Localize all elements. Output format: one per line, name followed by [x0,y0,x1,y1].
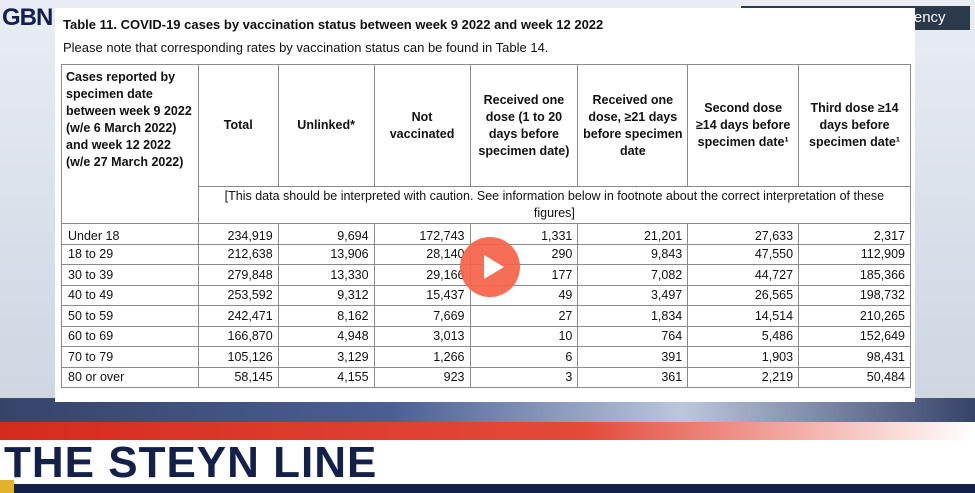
age-group-cell: 40 to 49 [61,284,199,306]
caution-note: [This data should be interpreted with ca… [197,186,912,224]
header-cell: Received one dose, ≥21 days before speci… [577,64,689,187]
table-row: 18 to 29 212,638 13,906 28,140 290 9,843 47,55… [61,243,911,265]
count-cell: 2,219 [687,366,800,388]
cases-table: Cases reported by specimen date between … [61,64,912,388]
count-cell: 3,497 [577,284,689,306]
table-row: 60 to 69 166,870 4,948 3,013 10 764 5,486 152,6… [61,325,911,347]
count-cell: 29,166 [373,264,471,286]
count-cell: 8,162 [277,305,375,327]
count-cell: 166,870 [197,325,279,347]
count-cell: 58,145 [197,366,279,388]
header-cell: Not vaccinated [373,64,471,187]
table-row: 70 to 79 105,126 3,129 1,266 6 391 1,903 98,431 [61,346,911,368]
count-cell: 28,140 [373,243,471,265]
age-group-cell: 70 to 79 [61,346,199,368]
count-cell: 7,082 [577,264,689,286]
count-cell: 5,486 [687,325,800,347]
age-group-cell: 30 to 39 [61,264,199,286]
age-group-cell: 50 to 59 [61,305,199,327]
count-cell: 1,834 [577,305,689,327]
count-cell: 764 [577,325,689,347]
age-group-cell: 80 or over [61,366,199,388]
count-cell: 27 [469,305,579,327]
count-cell: 50,484 [798,366,911,388]
count-cell: 47,550 [687,243,800,265]
count-cell: 9,843 [577,243,689,265]
count-cell: 279,848 [197,264,279,286]
count-cell: 15,437 [373,284,471,306]
count-cell: 10 [469,325,579,347]
count-cell: 13,906 [277,243,375,265]
count-cell: 21,201 [577,223,689,245]
count-cell: 172,743 [373,223,471,245]
count-cell: 4,155 [277,366,375,388]
count-cell: 3,129 [277,346,375,368]
count-cell: 4,948 [277,325,375,347]
count-cell: 112,909 [798,243,911,265]
table-note: Please note that corresponding rates by … [63,40,549,55]
header-cell: Second dose ≥14 days before specimen dat… [687,64,800,187]
count-cell: 6 [469,346,579,368]
count-cell: 391 [577,346,689,368]
ticker-strip [0,484,975,493]
count-cell: 198,732 [798,284,911,306]
header-cell: Total [197,64,279,187]
show-title: THE STEYN LINE [4,438,378,487]
age-group-cell: 60 to 69 [61,325,199,347]
table-row: 50 to 59 242,471 8,162 7,669 27 1,834 14,514 21… [61,305,911,327]
count-cell: 212,638 [197,243,279,265]
header-cell: Cases reported by specimen date between … [61,64,199,224]
count-cell: 27,633 [687,223,800,245]
age-group-cell: 18 to 29 [61,243,199,265]
count-cell: 9,694 [277,223,375,245]
header-cell: Unlinked* [277,64,375,187]
count-cell: 185,366 [798,264,911,286]
count-cell: 26,565 [687,284,800,306]
count-cell: 1,266 [373,346,471,368]
header-cell: Third dose ≥14 days before specimen date… [798,64,911,187]
table-title: Table 11. COVID-19 cases by vaccination … [63,17,604,32]
count-cell: 234,919 [197,223,279,245]
count-cell: 3 [469,366,579,388]
count-cell: 14,514 [687,305,800,327]
count-cell: 3,013 [373,325,471,347]
header-cell: Received one dose (1 to 20 days before s… [469,64,579,187]
count-cell: 44,727 [687,264,800,286]
count-cell: 253,592 [197,284,279,306]
count-cell: 9,312 [277,284,375,306]
ticker-marker [0,480,14,493]
table-row: Under 18 234,919 9,694 172,743 1,331 21,201 27… [61,223,911,245]
count-cell: 923 [373,366,471,388]
count-cell: 361 [577,366,689,388]
play-button[interactable] [460,237,520,297]
table-row: 80 or over 58,145 4,155 923 3 361 2,219 50,484 [61,366,911,388]
age-group-cell: Under 18 [61,223,199,245]
background-band [0,422,975,440]
count-cell: 7,669 [373,305,471,327]
count-cell: 13,330 [277,264,375,286]
count-cell: 2,317 [798,223,911,245]
count-cell: 210,265 [798,305,911,327]
channel-logo: GBN [2,4,53,31]
count-cell: 1,903 [687,346,800,368]
count-cell: 152,649 [798,325,911,347]
count-cell: 98,431 [798,346,911,368]
count-cell: 105,126 [197,346,279,368]
count-cell: 242,471 [197,305,279,327]
document-panel: Table 11. COVID-19 cases by vaccination … [55,8,915,402]
